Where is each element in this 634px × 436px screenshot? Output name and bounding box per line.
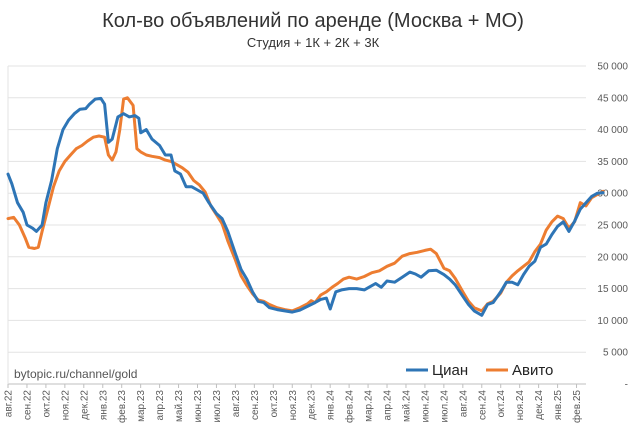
x-tick-label: сен.23 <box>250 390 261 420</box>
x-tick-label: сен.24 <box>477 390 488 420</box>
y-tick-label: 30 000 <box>597 189 628 200</box>
x-tick-label: дек.24 <box>534 390 545 420</box>
x-axis-ticks: авг.22 сен.22 окт.22 ноя.22 дек.22 янв.23 фев.… <box>4 384 583 423</box>
x-tick-label: апр.24 <box>383 390 394 421</box>
x-tick-label: фев.24 <box>344 390 356 423</box>
x-tick-label: июл.24 <box>439 390 450 423</box>
legend-label-tsian: Циан <box>432 362 468 379</box>
y-tick-label: 25 000 <box>597 221 628 232</box>
x-tick-label: фев.25 <box>571 390 583 423</box>
x-tick-label: июн.24 <box>420 390 431 423</box>
x-tick-label: янв.25 <box>553 390 564 421</box>
x-tick-label: май.24 <box>401 390 412 422</box>
y-tick-label: - <box>625 380 628 391</box>
x-tick-label: ноя.24 <box>515 390 526 421</box>
x-tick-label: авг.24 <box>458 390 469 418</box>
x-tick-label: ноя.23 <box>288 390 299 421</box>
x-tick-label: янв.24 <box>326 390 337 421</box>
x-tick-label: окт.23 <box>269 390 280 418</box>
y-tick-label: 40 000 <box>597 125 628 136</box>
y-tick-label: 10 000 <box>597 316 628 327</box>
legend-label-avito: Авито <box>512 362 553 379</box>
x-tick-label: июн.23 <box>193 390 204 423</box>
x-tick-label: май.23 <box>174 390 185 422</box>
grid <box>7 65 586 385</box>
chart-subtitle: Студия + 1К + 2К + 3К <box>247 35 380 50</box>
x-tick-label: окт.22 <box>41 390 52 418</box>
chart-title: Кол-во объявлений по аренде (Москва + МО… <box>102 10 524 32</box>
y-tick-label: 20 000 <box>597 252 628 263</box>
y-tick-label: 50 000 <box>597 62 628 73</box>
x-tick-label: фев.23 <box>116 390 128 423</box>
series-lines <box>6 96 605 317</box>
x-tick-label: янв.23 <box>98 390 109 421</box>
x-tick-label: авг.22 <box>4 390 15 418</box>
x-tick-label: дек.22 <box>79 390 90 420</box>
x-tick-label: мар.24 <box>364 390 375 422</box>
x-tick-label: дек.23 <box>307 390 318 420</box>
x-tick-label: сен.22 <box>22 390 33 420</box>
y-tick-label: 15 000 <box>597 284 628 295</box>
x-tick-label: окт.24 <box>496 390 507 418</box>
x-tick-label: ноя.22 <box>60 390 71 421</box>
x-tick-label: авг.23 <box>231 390 242 418</box>
y-tick-label: 35 000 <box>597 157 628 168</box>
y-tick-label: 5 000 <box>603 348 628 359</box>
series-line-tsian <box>6 96 605 317</box>
x-tick-label: апр.23 <box>155 390 166 421</box>
y-axis-ticks: - 5 000 10 000 15 000 20 000 25 000 30 000 35 0… <box>597 62 628 391</box>
x-tick-label: июл.23 <box>212 390 223 423</box>
x-tick-label: мар.23 <box>136 390 147 422</box>
y-tick-label: 45 000 <box>597 93 628 104</box>
legend: Циан Авито <box>406 362 553 379</box>
watermark-text: bytopic.ru/channel/gold <box>14 367 137 381</box>
